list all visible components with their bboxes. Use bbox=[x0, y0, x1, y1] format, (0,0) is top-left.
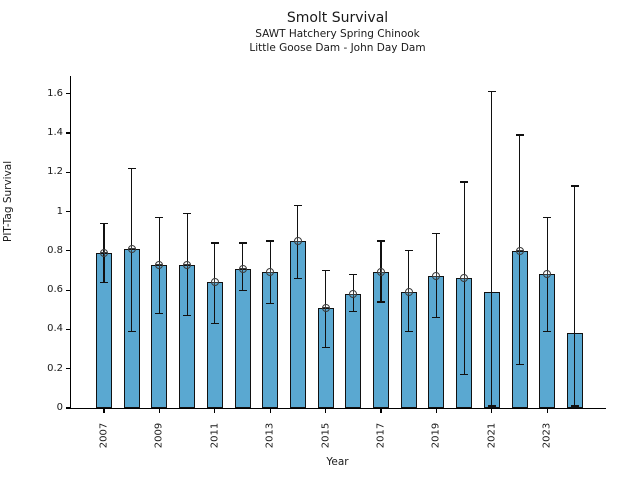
point-marker-2014 bbox=[293, 237, 302, 246]
x-axis-tick bbox=[546, 409, 548, 413]
point-marker-2012 bbox=[238, 264, 247, 273]
x-axis-tick bbox=[103, 409, 105, 413]
error-cap-top-2010 bbox=[183, 212, 192, 215]
x-axis-tick bbox=[380, 409, 382, 413]
x-axis-tick-label: 2017 bbox=[375, 422, 387, 449]
error-cap-bottom-2012 bbox=[238, 289, 247, 291]
y-axis-tick-label: 0 bbox=[56, 402, 63, 413]
error-cap-bottom-2017 bbox=[377, 301, 385, 303]
error-cap-top-2007 bbox=[100, 222, 108, 224]
y-axis-tick bbox=[66, 250, 70, 252]
error-cap-top-2013 bbox=[266, 240, 275, 242]
y-axis-tick-label: 0.6 bbox=[47, 284, 63, 296]
error-cap-top-2014 bbox=[293, 205, 302, 207]
y-axis-tick bbox=[66, 132, 70, 134]
y-axis-tick-label: 1 bbox=[56, 205, 63, 217]
point-marker-2013 bbox=[266, 268, 275, 277]
x-axis-tick bbox=[491, 409, 493, 413]
error-cap-bottom-2021 bbox=[487, 405, 496, 407]
y-axis-tick bbox=[66, 328, 70, 330]
x-axis-tick-label: 2013 bbox=[264, 422, 276, 449]
chart-subtitle-line1: SAWT Hatchery Spring Chinook bbox=[255, 28, 420, 40]
error-cap-top-2009 bbox=[155, 216, 164, 219]
point-marker-2010 bbox=[183, 260, 192, 269]
error-cap-top-2012 bbox=[238, 242, 247, 244]
error-cap-bottom-2010 bbox=[183, 315, 192, 317]
error-cap-bottom-2009 bbox=[155, 313, 164, 315]
error-cap-bottom-2023 bbox=[543, 330, 552, 332]
x-axis-tick bbox=[214, 409, 216, 413]
x-axis-tick-label: 2007 bbox=[98, 422, 110, 449]
error-cap-bottom-2024 bbox=[570, 405, 579, 407]
error-cap-bottom-2015 bbox=[321, 346, 330, 348]
x-axis-tick-label: 2011 bbox=[209, 422, 221, 449]
error-cap-top-2019 bbox=[432, 232, 441, 234]
x-axis-tick-label: 2015 bbox=[320, 422, 332, 449]
y-axis-tick-label: 0.8 bbox=[47, 244, 63, 256]
error-cap-bottom-2019 bbox=[432, 317, 441, 319]
y-axis-tick bbox=[66, 289, 70, 291]
error-cap-bottom-2007 bbox=[100, 281, 108, 283]
error-cap-top-2020 bbox=[460, 181, 469, 183]
x-axis-label: Year bbox=[326, 456, 349, 468]
error-cap-bottom-2013 bbox=[266, 303, 275, 305]
y-axis-tick-label: 1.4 bbox=[47, 126, 63, 138]
y-axis-tick bbox=[66, 171, 70, 173]
point-marker-2022 bbox=[515, 246, 524, 255]
title-block: Smolt Survival SAWT Hatchery Spring Chin… bbox=[70, 10, 605, 54]
error-cap-top-2018 bbox=[404, 250, 413, 252]
error-cap-top-2016 bbox=[349, 273, 358, 275]
x-axis-tick bbox=[158, 409, 160, 413]
point-marker-2008 bbox=[127, 244, 136, 253]
y-axis-tick-label: 0.4 bbox=[47, 323, 63, 335]
error-cap-bottom-2020 bbox=[460, 374, 469, 376]
y-axis-tick bbox=[66, 210, 70, 213]
error-cap-bottom-2014 bbox=[293, 277, 302, 279]
error-bar-2024 bbox=[574, 186, 576, 407]
x-axis-tick bbox=[269, 409, 271, 413]
x-axis-tick bbox=[325, 409, 327, 413]
point-marker-2018 bbox=[404, 288, 413, 297]
point-marker-2015 bbox=[321, 303, 330, 312]
y-axis-tick bbox=[66, 407, 70, 409]
error-cap-top-2023 bbox=[543, 216, 552, 219]
point-marker-2011 bbox=[210, 278, 219, 287]
y-axis-tick-label: 1.2 bbox=[47, 166, 63, 178]
point-marker-2023 bbox=[543, 270, 552, 279]
error-cap-bottom-2018 bbox=[404, 330, 413, 332]
error-cap-top-2017 bbox=[377, 240, 385, 242]
x-axis-tick-label: 2009 bbox=[153, 422, 165, 449]
error-cap-bottom-2011 bbox=[210, 322, 219, 325]
x-axis-tick-label: 2021 bbox=[486, 422, 498, 449]
error-cap-top-2015 bbox=[321, 269, 330, 272]
error-cap-top-2008 bbox=[127, 167, 136, 169]
error-cap-top-2021 bbox=[487, 91, 496, 93]
y-axis-tick-label: 1.6 bbox=[47, 87, 63, 99]
point-marker-2007 bbox=[100, 248, 108, 257]
y-axis-tick bbox=[66, 93, 70, 95]
error-cap-bottom-2022 bbox=[515, 364, 524, 366]
x-axis-tick bbox=[435, 409, 437, 413]
point-marker-2020 bbox=[460, 274, 469, 283]
y-axis-tick-label: 0.2 bbox=[47, 362, 63, 374]
y-axis-tick bbox=[66, 368, 70, 370]
point-marker-2017 bbox=[377, 268, 385, 277]
plot-area: 0 0.2 0.4 0.6 0.8 1 1.2 1.4 1.6 2007 2009 2011 2013 2… bbox=[47, 76, 606, 448]
error-cap-top-2022 bbox=[515, 134, 524, 136]
chart-title: Smolt Survival bbox=[286, 10, 389, 26]
point-marker-2019 bbox=[432, 272, 441, 281]
error-bar-2021 bbox=[491, 91, 493, 407]
point-marker-2009 bbox=[155, 260, 164, 269]
x-axis-tick-label: 2019 bbox=[430, 422, 442, 449]
error-cap-top-2024 bbox=[570, 185, 579, 187]
error-cap-top-2011 bbox=[210, 242, 219, 244]
point-marker-2016 bbox=[349, 290, 358, 299]
y-axis-label: PIT-Tag Survival bbox=[2, 160, 14, 242]
chart-subtitle-line2: Little Goose Dam - John Day Dam bbox=[249, 42, 426, 54]
error-cap-bottom-2016 bbox=[349, 311, 358, 313]
x-axis-tick-label: 2023 bbox=[541, 422, 553, 449]
error-cap-bottom-2008 bbox=[127, 330, 136, 332]
